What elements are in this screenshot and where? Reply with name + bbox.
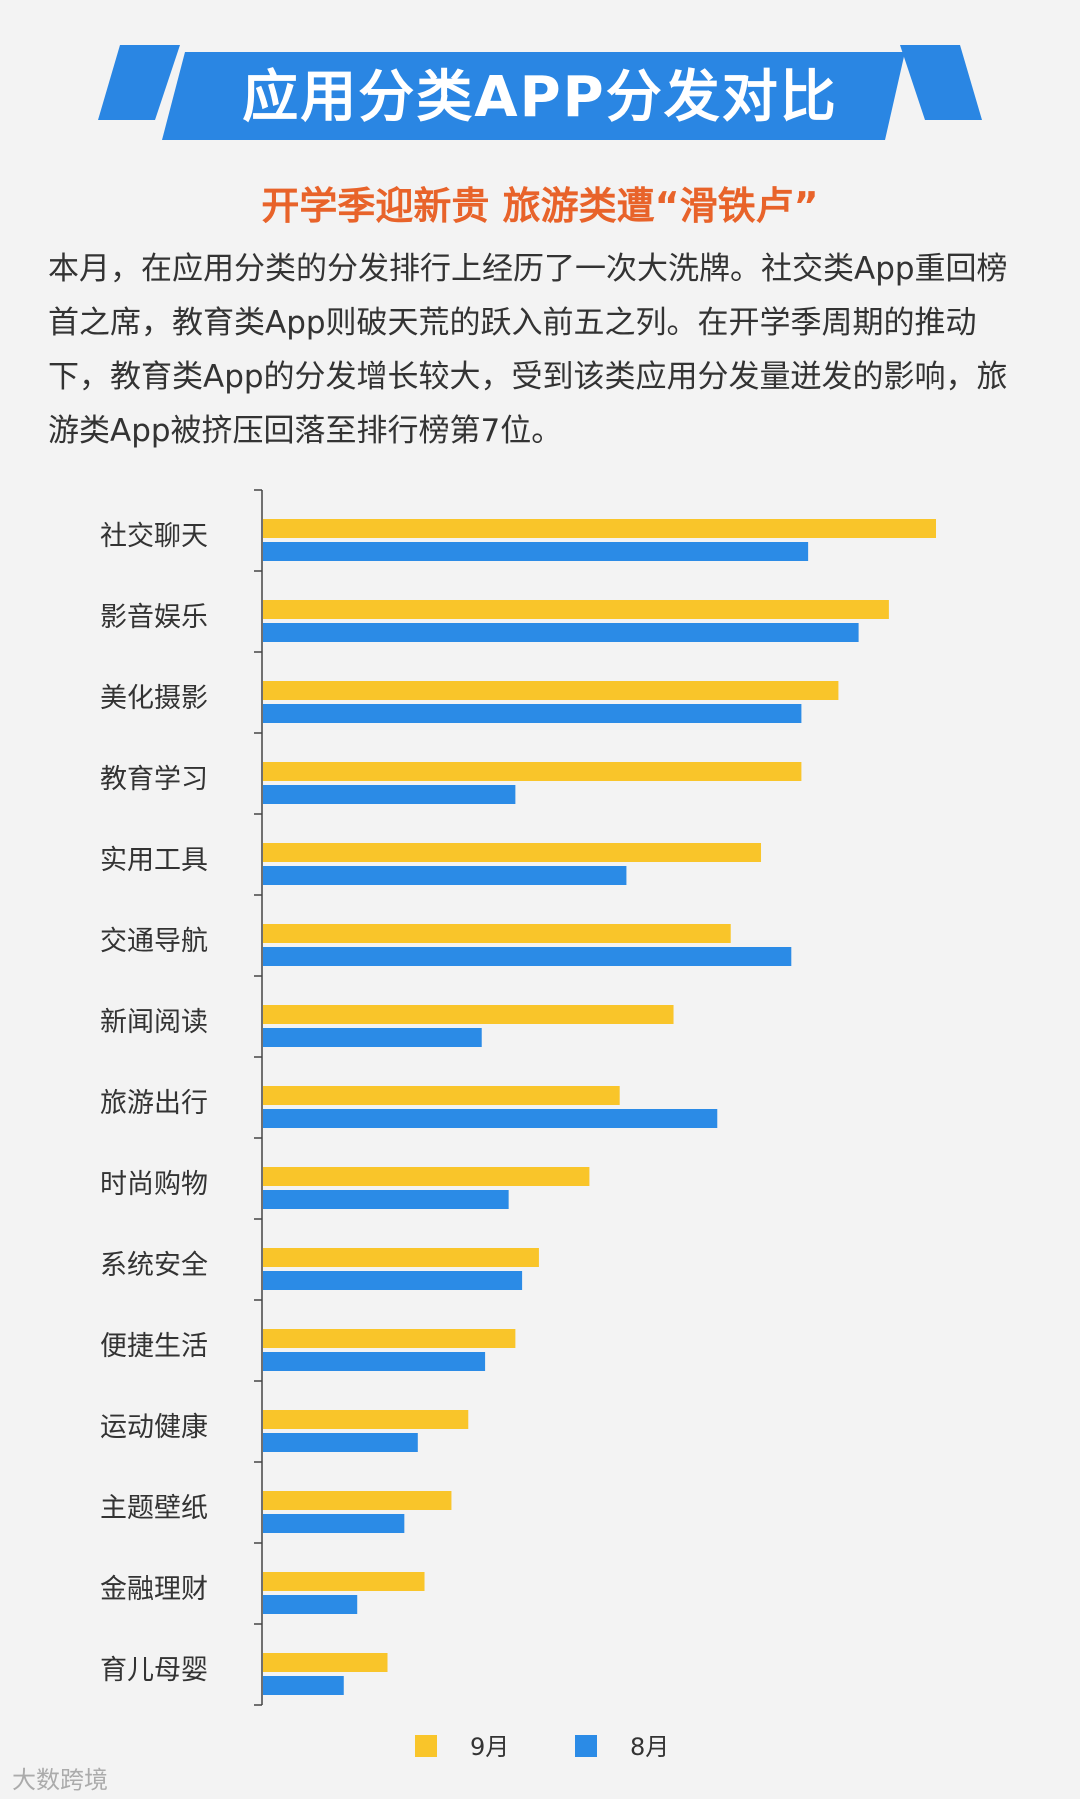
category-label: 新闻阅读 xyxy=(100,1007,208,1038)
bar-aug xyxy=(263,785,516,804)
category-label: 旅游出行 xyxy=(100,1088,208,1119)
bar-aug xyxy=(263,1595,358,1614)
category-label: 影音娱乐 xyxy=(100,602,208,633)
bar-aug xyxy=(263,1190,509,1209)
bar-aug xyxy=(263,1514,405,1533)
banner-right-ribbon xyxy=(900,45,982,120)
category-label: 社交聊天 xyxy=(100,521,208,552)
bar-sep xyxy=(263,1410,469,1429)
bar-sep xyxy=(263,600,889,619)
page-title: 应用分类APP分发对比 xyxy=(242,65,838,130)
bar-sep xyxy=(263,1653,388,1672)
description-text: 本月，在应用分类的分发排行上经历了一次大洗牌。社交类App重回榜首之席，教育类A… xyxy=(48,251,1008,449)
legend-label: 8月 xyxy=(630,1733,669,1761)
category-label: 交通导航 xyxy=(100,926,208,957)
category-label: 运动健康 xyxy=(100,1412,208,1443)
category-label: 主题壁纸 xyxy=(100,1493,208,1524)
bar-sep xyxy=(263,843,762,862)
category-label: 教育学习 xyxy=(100,764,208,795)
bar-sep xyxy=(263,519,936,538)
legend-swatch-sep xyxy=(415,1735,437,1757)
bar-sep xyxy=(263,1572,425,1591)
legend-label: 9月 xyxy=(470,1733,509,1761)
bar-aug xyxy=(263,1676,344,1695)
bar-aug xyxy=(263,947,792,966)
category-label: 系统安全 xyxy=(100,1250,208,1281)
bar-aug xyxy=(263,866,627,885)
bar-aug xyxy=(263,704,802,723)
banner-main-shape xyxy=(162,52,905,140)
category-label: 美化摄影 xyxy=(100,683,208,714)
category-label: 便捷生活 xyxy=(100,1331,208,1362)
bar-aug xyxy=(263,1028,482,1047)
bar-sep xyxy=(263,1491,452,1510)
bar-sep xyxy=(263,1167,590,1186)
banner-left-ribbon xyxy=(98,45,180,120)
bar-sep xyxy=(263,1248,539,1267)
bar-aug xyxy=(263,1109,718,1128)
bar-sep xyxy=(263,924,731,943)
watermark-text: 大数跨境 xyxy=(12,1766,108,1794)
bar-aug xyxy=(263,1433,418,1452)
category-label: 时尚购物 xyxy=(100,1169,208,1200)
bar-sep xyxy=(263,1086,620,1105)
legend-swatch-aug xyxy=(575,1735,597,1757)
bar-aug xyxy=(263,623,859,642)
bar-sep xyxy=(263,1005,674,1024)
category-label: 金融理财 xyxy=(100,1574,208,1605)
bar-sep xyxy=(263,681,839,700)
category-label: 实用工具 xyxy=(100,845,208,876)
category-label: 育儿母婴 xyxy=(100,1655,208,1686)
bar-aug xyxy=(263,1352,486,1371)
bar-sep xyxy=(263,1329,516,1348)
page-subtitle: 开学季迎新贵 旅游类遭“滑铁卢” xyxy=(261,184,819,228)
bar-sep xyxy=(263,762,802,781)
bar-aug xyxy=(263,542,809,561)
bar-chart: 社交聊天影音娱乐美化摄影教育学习实用工具交通导航新闻阅读旅游出行时尚购物系统安全… xyxy=(100,489,936,1761)
title-banner xyxy=(98,45,982,140)
bar-aug xyxy=(263,1271,523,1290)
